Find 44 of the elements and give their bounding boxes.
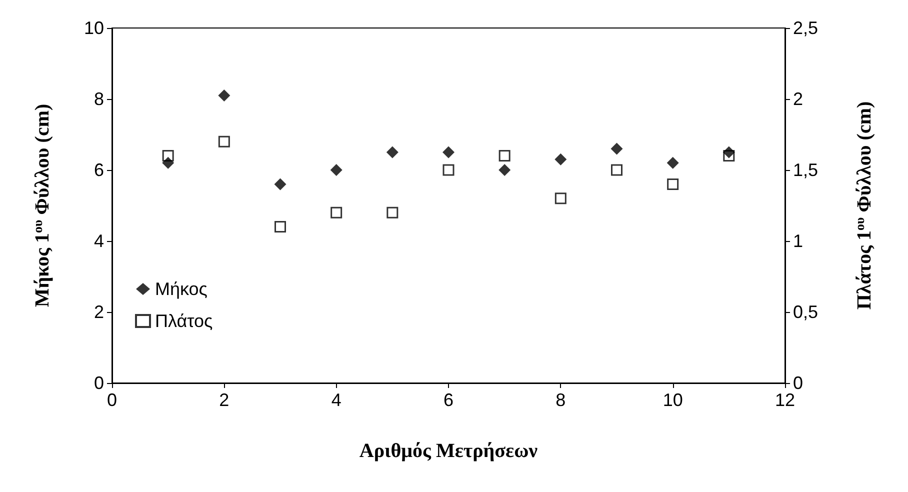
y-tick-label: 6: [94, 160, 104, 180]
point: [498, 150, 510, 162]
point: [274, 221, 286, 233]
point: [610, 142, 623, 155]
y2-axis-title: Πλάτος 1ου Φύλλου (cm): [852, 101, 876, 310]
point: [330, 164, 342, 176]
x-tick-label: 6: [443, 390, 454, 410]
legend-label: Πλάτος: [155, 311, 213, 331]
y-tick-label: 4: [94, 231, 104, 251]
point: [386, 206, 398, 218]
point: [386, 146, 398, 158]
point: [218, 136, 230, 148]
y2-tick-label: 2,5: [793, 18, 818, 38]
point: [498, 164, 511, 176]
point: [442, 164, 454, 176]
y-tick-label: 10: [84, 18, 104, 38]
x-tick-label: 2: [219, 390, 230, 410]
y2-tick-label: 1: [793, 231, 804, 251]
x-axis-title: Αριθμός Μετρήσεων: [359, 440, 538, 462]
y2-tick-label: 2: [793, 89, 804, 109]
y-tick-label: 0: [94, 373, 104, 393]
x-tick-label: 4: [331, 390, 342, 410]
point: [554, 192, 566, 204]
y-tick-label: 2: [94, 302, 104, 322]
point: [611, 164, 622, 176]
x-tick-label: 8: [556, 390, 566, 410]
point: [723, 150, 735, 162]
y2-tick-label: 0,5: [793, 302, 818, 322]
point: [218, 89, 230, 102]
x-tick-label: 10: [662, 390, 683, 410]
point: [162, 150, 174, 162]
y2-tick-label: 0: [793, 373, 804, 393]
y2-tick-label: 1,5: [793, 160, 818, 180]
point: [666, 156, 679, 169]
point: [330, 206, 342, 218]
point: [554, 153, 567, 166]
legend-label: Μήκος: [155, 279, 208, 299]
x-tick-label: 12: [774, 390, 796, 410]
y-axis-title: Μήκος 1ου Φύλλου (cm): [30, 104, 54, 308]
point: [442, 146, 454, 158]
x-tick-label: 0: [106, 390, 118, 410]
y-tick-label: 8: [94, 89, 104, 109]
point: [274, 178, 286, 190]
point: [667, 178, 679, 190]
